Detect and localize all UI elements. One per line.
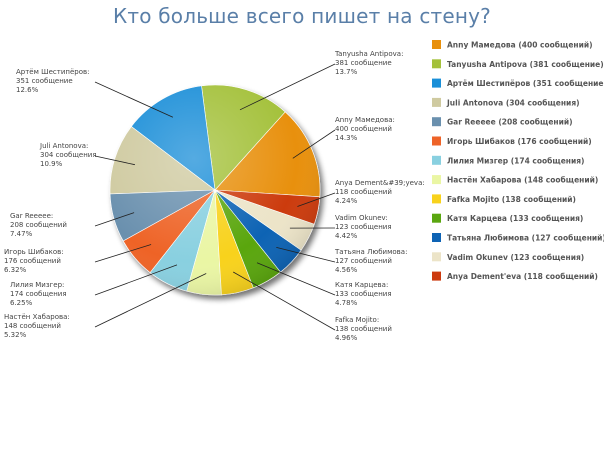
leader-line bbox=[233, 271, 336, 331]
legend-swatch bbox=[432, 213, 441, 223]
slice-label-name: Татьяна Любимова: bbox=[334, 248, 407, 256]
leader-line bbox=[94, 264, 178, 296]
legend-entry: Артём Шестипёров (351 сообщение) bbox=[447, 79, 604, 88]
legend-entry: Игорь Шибаков (176 сообщений) bbox=[447, 137, 592, 146]
slice-label-count: 123 сообщения bbox=[335, 223, 392, 231]
slice-label-count: 138 сообщений bbox=[335, 325, 392, 333]
legend-swatch bbox=[432, 40, 441, 49]
leader-line bbox=[256, 262, 336, 296]
slice-label-count: 176 сообщений bbox=[4, 257, 61, 265]
slice-label-count: 118 сообщений bbox=[335, 188, 392, 196]
legend-swatch bbox=[432, 59, 441, 69]
slice-label-count: 351 сообщение bbox=[16, 77, 73, 85]
leader-line bbox=[292, 129, 336, 159]
slice-label-name: Артём Шестипёров: bbox=[16, 68, 89, 76]
slice-label-count: 148 сообщений bbox=[4, 322, 61, 330]
legend-swatch bbox=[432, 194, 441, 204]
slice-label-percent: 6.25% bbox=[10, 299, 33, 307]
slice-label-count: 127 сообщений bbox=[335, 257, 392, 265]
slice-label-percent: 5.32% bbox=[4, 331, 27, 339]
slice-label-percent: 13.7% bbox=[335, 68, 358, 76]
legend-entry: Настён Хабарова (148 сообщений) bbox=[447, 176, 598, 185]
slice-label-name: Fafka Mojito: bbox=[335, 316, 379, 324]
slice-label-name: Vadim Okunev: bbox=[335, 214, 388, 222]
legend-swatch bbox=[432, 155, 441, 165]
legend-swatch bbox=[432, 78, 441, 88]
legend-swatch bbox=[432, 252, 441, 262]
pie-slices bbox=[109, 84, 321, 296]
slice-label-name: Anya Dement&#39;yeva: bbox=[335, 179, 425, 187]
slice-label-name: Juli Antonova: bbox=[39, 142, 88, 150]
slice-label-percent: 6.32% bbox=[4, 266, 27, 274]
slice-label-count: 400 сообщений bbox=[335, 125, 392, 133]
pie-body bbox=[109, 84, 321, 296]
legend-entry: Juli Antonova (304 сообщения) bbox=[446, 98, 580, 107]
slice-label-percent: 14.3% bbox=[335, 134, 358, 142]
slice-label-count: 381 сообщение bbox=[335, 59, 392, 67]
slice-label-percent: 7.47% bbox=[10, 230, 33, 238]
slice-label-name: Gar Reeeee: bbox=[10, 212, 53, 220]
legend-swatch bbox=[432, 117, 441, 127]
leader-line bbox=[276, 247, 336, 263]
leader-line bbox=[94, 244, 152, 263]
legend-entry: Vadim Okunev (123 сообщения) bbox=[447, 253, 584, 262]
legend-entry: Катя Карцева (133 сообщения) bbox=[447, 214, 583, 223]
legend-entry: Gar Reeeee (208 сообщений) bbox=[447, 118, 573, 127]
slice-label-percent: 4.24% bbox=[335, 197, 358, 205]
slice-label-name: Катя Карцева: bbox=[335, 281, 388, 289]
slice-label-percent: 12.6% bbox=[16, 86, 39, 94]
slice-label-count: 133 сообщения bbox=[335, 290, 392, 298]
slice-label-count: 208 сообщений bbox=[10, 221, 67, 229]
legend-swatch bbox=[432, 175, 441, 185]
leader-line bbox=[94, 212, 135, 227]
legend-entry: Anya Dement'eva (118 сообщений) bbox=[447, 272, 598, 281]
leader-line bbox=[94, 81, 174, 118]
legend-entry: Лилия Мизгер (174 сообщения) bbox=[447, 156, 584, 165]
slice-label-percent: 4.96% bbox=[335, 334, 358, 342]
slice-label-name: Настён Хабарова: bbox=[4, 313, 70, 321]
slice-label-count: 304 сообщения bbox=[40, 151, 97, 159]
legend-swatch bbox=[432, 271, 441, 281]
slice-label-name: Tanyusha Antipova: bbox=[334, 50, 403, 58]
slice-label-count: 174 сообщения bbox=[10, 290, 67, 298]
legend-entry: Tanyusha Antipova (381 сообщение) bbox=[447, 60, 604, 69]
slice-label-name: Anny Мамедова: bbox=[335, 116, 395, 124]
legend-entry: Fafka Mojito (138 сообщений) bbox=[447, 195, 576, 204]
chart-title: Кто больше всего пишет на стену? bbox=[113, 4, 491, 28]
leader-line bbox=[239, 63, 336, 111]
slice-label-percent: 4.56% bbox=[335, 266, 358, 274]
legend-swatch bbox=[432, 97, 441, 107]
slice-label-percent: 10.9% bbox=[40, 160, 63, 168]
leader-line bbox=[94, 273, 207, 328]
leader-line bbox=[94, 155, 135, 166]
slice-label-name: Игорь Шибаков: bbox=[4, 248, 64, 256]
legend-swatch bbox=[432, 233, 441, 242]
slice-label-name: Лилия Мизгер: bbox=[10, 281, 64, 289]
slice-label-percent: 4.42% bbox=[335, 232, 358, 240]
leader-line bbox=[297, 192, 336, 207]
legend-entry: Anny Мамедова (400 сообщений) bbox=[447, 41, 593, 50]
legend: Anny Мамедова (400 сообщений) Tanyusha An… bbox=[432, 40, 604, 281]
legend-entry: Татьяна Любимова (127 сообщений) bbox=[447, 234, 604, 243]
slice-label-percent: 4.78% bbox=[335, 299, 358, 307]
legend-swatch bbox=[432, 136, 441, 146]
